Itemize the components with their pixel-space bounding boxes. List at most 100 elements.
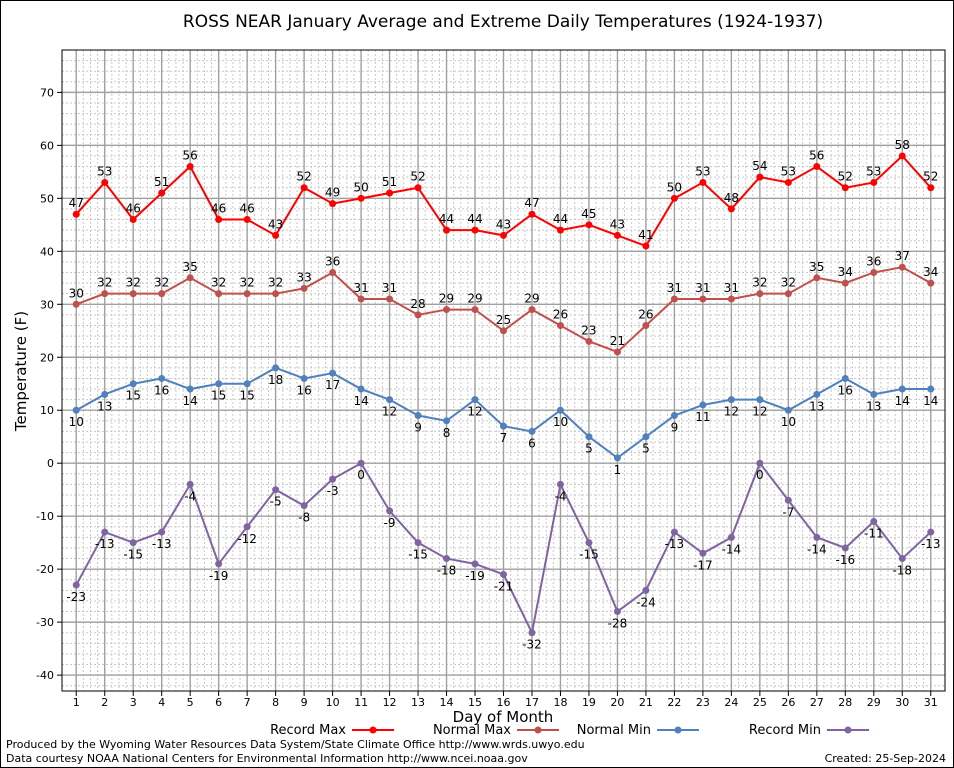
data-label-record-min: -13: [921, 537, 941, 551]
x-tick-label: 7: [244, 696, 251, 709]
data-label-normal-min: 6: [528, 436, 536, 450]
data-point-record-max: [471, 226, 479, 234]
data-label-record-max: 53: [695, 164, 710, 178]
data-label-normal-max: 33: [296, 270, 311, 284]
data-point-record-min: [414, 539, 422, 547]
data-label-normal-max: 31: [667, 281, 682, 295]
plot-border: [61, 49, 946, 692]
x-tick-label: 14: [440, 696, 454, 709]
x-tick-label: 24: [724, 696, 738, 709]
data-point-normal-max: [243, 290, 251, 298]
data-label-normal-min: 14: [895, 394, 910, 408]
data-label-normal-max: 32: [240, 276, 255, 290]
data-point-normal-max: [898, 263, 906, 271]
x-tick-label: 25: [753, 696, 767, 709]
data-point-record-min: [699, 549, 707, 557]
data-label-record-min: -5: [270, 495, 282, 509]
legend-item-normal-max: Normal Max: [433, 723, 559, 738]
x-tick-label: 31: [924, 696, 938, 709]
data-point-normal-max: [72, 300, 80, 308]
data-label-normal-max: 31: [695, 281, 710, 295]
legend-label-normal-min: Normal Min: [577, 723, 651, 738]
data-point-normal-max: [670, 295, 678, 303]
data-point-record-max: [784, 178, 792, 186]
data-label-record-max: 47: [69, 196, 84, 210]
data-label-record-min: -15: [408, 548, 428, 562]
data-point-record-max: [158, 189, 166, 197]
x-tick-label: 3: [130, 696, 137, 709]
data-point-record-min: [243, 523, 251, 531]
data-label-record-min: -15: [579, 548, 599, 562]
y-tick-label: 30: [40, 298, 54, 311]
data-point-record-min: [186, 480, 194, 488]
data-point-record-max: [556, 226, 564, 234]
data-label-record-min: -18: [437, 564, 457, 578]
y-tick-label: 10: [40, 404, 54, 417]
data-point-normal-min: [329, 369, 337, 377]
data-point-record-max: [101, 178, 109, 186]
series-record-min: -23 -13 -15 -13 -4 -19 -12 -5 -8 -3 0 -9 -15 -18 -19 -2…: [66, 459, 941, 652]
data-point-record-min: [329, 475, 337, 483]
data-point-normal-max: [528, 306, 536, 314]
data-point-record-max: [129, 216, 137, 224]
x-tick-label: 30: [895, 696, 909, 709]
data-point-normal-max: [585, 337, 593, 345]
data-label-record-max: 52: [410, 170, 425, 184]
data-point-normal-min: [72, 406, 80, 414]
x-tick-label: 8: [272, 696, 279, 709]
data-point-record-max: [243, 216, 251, 224]
legend-item-record-min: Record Min: [749, 723, 869, 738]
legend-marker-record-min: [844, 726, 852, 734]
data-point-normal-min: [813, 390, 821, 398]
data-point-normal-max: [613, 348, 621, 356]
y-tick-label: 70: [40, 86, 54, 99]
data-point-normal-min: [670, 412, 678, 420]
x-tick-label: 5: [187, 696, 194, 709]
data-point-normal-max: [756, 290, 764, 298]
data-point-record-min: [158, 528, 166, 536]
data-point-normal-min: [272, 364, 280, 372]
y-tick-label: 20: [40, 351, 54, 364]
data-point-normal-max: [443, 306, 451, 314]
data-point-record-max: [699, 178, 707, 186]
data-label-record-min: -13: [665, 537, 685, 551]
data-label-record-max: 44: [467, 212, 482, 226]
data-label-record-max: 49: [325, 186, 340, 200]
x-tick-label: 19: [582, 696, 596, 709]
data-label-normal-max: 36: [325, 254, 340, 268]
data-point-normal-min: [186, 385, 194, 393]
data-point-normal-max: [158, 290, 166, 298]
y-axis-label: Temperature (F): [12, 311, 30, 432]
data-label-record-min: -14: [807, 542, 827, 556]
data-label-record-max: 43: [496, 217, 511, 231]
legend-marker-normal-min: [674, 726, 682, 734]
data-point-record-max: [300, 184, 308, 192]
data-label-normal-min: 13: [866, 399, 881, 413]
data-label-record-min: -4: [554, 489, 566, 503]
data-label-record-min: -21: [494, 579, 514, 593]
data-label-normal-min: 16: [838, 383, 853, 397]
data-label-normal-max: 35: [183, 260, 198, 274]
data-label-record-min: -32: [522, 638, 542, 652]
data-point-record-min: [272, 486, 280, 494]
data-label-record-max: 52: [923, 170, 938, 184]
data-label-normal-min: 13: [809, 399, 824, 413]
y-tick-label: 40: [40, 245, 54, 258]
data-label-record-max: 50: [667, 180, 682, 194]
data-label-normal-max: 32: [97, 276, 112, 290]
data-label-normal-max: 32: [211, 276, 226, 290]
data-point-record-min: [471, 560, 479, 568]
data-label-record-min: 0: [357, 468, 365, 482]
data-point-normal-max: [471, 306, 479, 314]
data-label-normal-max: 29: [467, 292, 482, 306]
data-label-normal-max: 36: [866, 254, 881, 268]
x-tick-label: 17: [525, 696, 539, 709]
data-point-normal-min: [300, 374, 308, 382]
data-label-normal-min: 14: [923, 394, 938, 408]
data-label-record-max: 48: [724, 191, 739, 205]
data-point-normal-min: [556, 406, 564, 414]
x-tick-label: 13: [411, 696, 425, 709]
y-tick-label: -30: [36, 616, 54, 629]
data-label-record-min: 0: [756, 468, 764, 482]
